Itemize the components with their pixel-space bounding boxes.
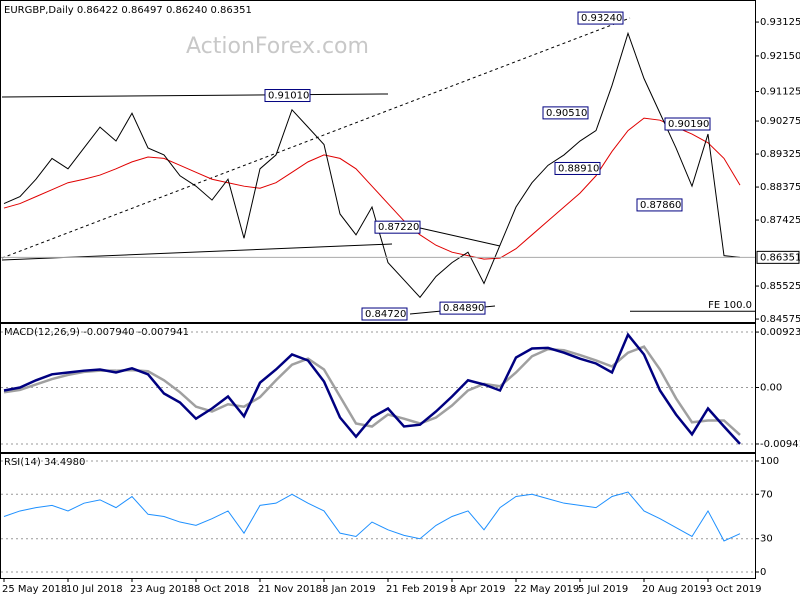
price-panel xyxy=(0,0,756,323)
trend-line xyxy=(419,227,501,247)
series-line xyxy=(3,491,741,542)
x-tick-label: 20 Aug 2019 xyxy=(642,584,706,595)
series-line xyxy=(3,332,741,445)
macd-panel xyxy=(0,323,756,453)
x-tick-label: 8 Apr 2019 xyxy=(450,584,505,595)
x-tick-label: 25 May 2018 xyxy=(2,584,67,595)
y-tick-label: 0.93125 xyxy=(760,17,800,28)
price-label: 0.88910 xyxy=(558,163,599,174)
price-title: EURGBP,Daily 0.86422 0.86497 0.86240 0.8… xyxy=(4,5,252,16)
price-label-box xyxy=(664,117,711,131)
trend-line xyxy=(1,93,389,98)
x-tick-label: 5 Jul 2019 xyxy=(578,584,628,595)
price-label: 0.91010 xyxy=(268,91,309,102)
y-tick-label: -0.009413 xyxy=(760,439,800,450)
x-tick-label: 23 Aug 2018 xyxy=(130,584,194,595)
series-line xyxy=(3,31,741,299)
price-label-box xyxy=(577,11,624,25)
last-price-box xyxy=(756,250,800,264)
x-tick-label: 8 Oct 2018 xyxy=(194,584,249,595)
rsi-panel xyxy=(0,453,756,579)
y-tick-label: 0.009237 xyxy=(760,327,800,338)
price-label: 0.84890 xyxy=(443,303,484,314)
y-tick-label: 0.87425 xyxy=(760,215,800,226)
price-label: 0.87860 xyxy=(640,200,681,211)
price-label: 0.93240 xyxy=(581,13,622,24)
price-label: 0.87220 xyxy=(378,222,419,233)
y-tick-label: 0.92150 xyxy=(760,51,800,62)
price-label-box xyxy=(636,198,683,212)
watermark: ActionForex.com xyxy=(186,34,369,59)
price-label-box xyxy=(361,307,408,321)
last-price-label: 0.86351 xyxy=(760,252,800,263)
y-tick-label: 0.91125 xyxy=(760,87,800,98)
y-tick-label: 0.84575 xyxy=(760,314,800,325)
x-tick-label: 21 Nov 2018 xyxy=(258,584,322,595)
price-label: 0.84720 xyxy=(365,309,406,320)
price-label-box xyxy=(554,161,601,175)
y-tick-label: 70 xyxy=(760,489,773,500)
price-label-box xyxy=(439,301,486,315)
price-label-box xyxy=(542,106,589,120)
rsi-title: RSI(14) 34.4980 xyxy=(4,457,85,468)
y-tick-label: 0.89325 xyxy=(760,149,800,160)
x-tick-label: 21 Feb 2019 xyxy=(386,584,448,595)
y-tick-label: 0.85525 xyxy=(760,281,800,292)
y-tick-label: 30 xyxy=(760,534,773,545)
fe-label: FE 100.0 xyxy=(708,300,752,311)
price-label-box xyxy=(264,89,311,103)
y-tick-label: 0.88375 xyxy=(760,182,800,193)
x-tick-label: 22 May 2019 xyxy=(514,584,579,595)
y-tick-label: 100 xyxy=(760,456,779,467)
price-label: 0.90190 xyxy=(668,119,709,130)
y-tick-label: 0.00 xyxy=(760,382,782,393)
price-label: 0.90510 xyxy=(546,108,587,119)
price-label-box xyxy=(374,220,421,234)
y-tick-label: 0.90275 xyxy=(760,116,800,127)
x-tick-label: 3 Oct 2019 xyxy=(706,584,761,595)
series-line xyxy=(3,117,741,260)
x-tick-label: 10 Jul 2018 xyxy=(66,584,123,595)
trend-channel xyxy=(1,17,631,259)
y-tick-label: 0 xyxy=(760,567,766,578)
x-tick-label: 8 Jan 2019 xyxy=(322,584,376,595)
